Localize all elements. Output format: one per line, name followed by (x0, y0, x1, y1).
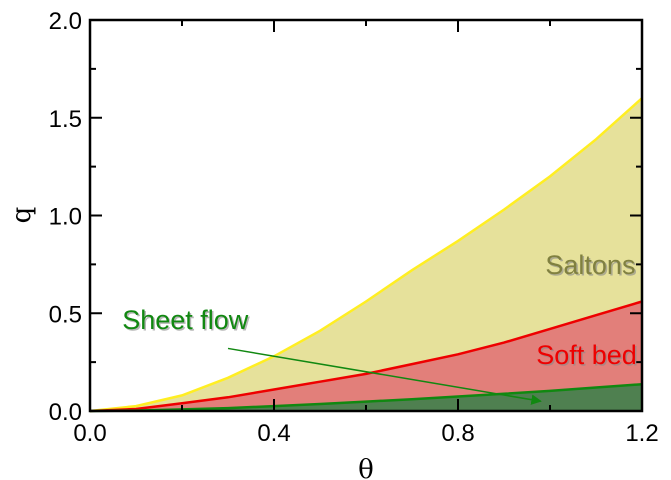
line-soft-bed (89, 300, 643, 413)
x-tick-label: 0.4 (257, 420, 290, 447)
area-sheet-flow (90, 384, 642, 411)
annotation-arrow (227, 347, 542, 405)
y-tick-label: 0.5 (49, 301, 82, 328)
annotation-label: Saltons (545, 250, 635, 280)
x-tick-label: 0.8 (441, 420, 474, 447)
y-axis-title: q (7, 207, 37, 224)
annotation-shadow: Soft bed (538, 342, 639, 372)
line-saltons (89, 97, 643, 413)
x-axis-title: θ (358, 455, 374, 480)
area-saltons (90, 98, 642, 411)
y-tick-label: 2.0 (49, 8, 82, 35)
axis-ticks (89, 19, 643, 412)
area-soft-bed (90, 301, 642, 411)
annotation-shadow: Sheet flow (124, 306, 251, 336)
y-tick-label: 1.0 (49, 204, 82, 231)
annotation-shadow: Saltons (547, 252, 637, 282)
annotation-label: Soft bed (536, 340, 637, 370)
annotation-label: Sheet flow (122, 305, 249, 335)
x-tick-label: 1.2 (625, 420, 658, 447)
tick-labels: 0.0 0.4 0.8 1.2 0.0 0.5 1.0 1.5 2.0 (49, 8, 659, 447)
y-tick-label: 1.5 (49, 106, 82, 133)
y-tick-label: 0.0 (49, 399, 82, 426)
x-tick-label: 0.0 (73, 420, 106, 447)
series-areas (90, 98, 642, 411)
